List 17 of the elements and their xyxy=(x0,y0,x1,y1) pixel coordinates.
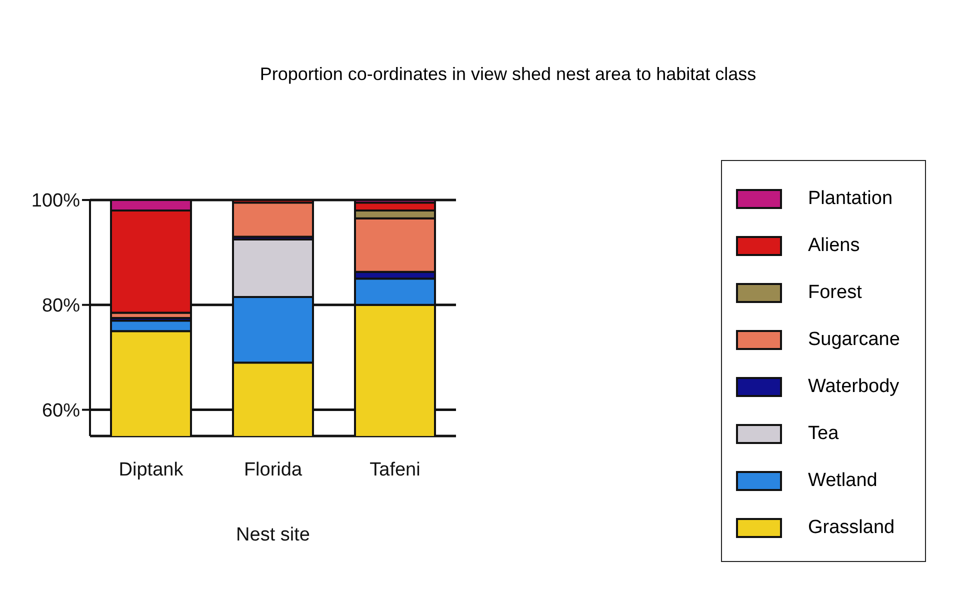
x-tick-label: Tafeni xyxy=(370,459,420,480)
x-tick-label: Florida xyxy=(244,459,302,480)
legend-label: Tea xyxy=(808,422,839,444)
legend-label: Plantation xyxy=(808,188,893,210)
legend-label: Waterbody xyxy=(808,376,900,398)
y-tick-label: 100% xyxy=(31,190,80,212)
legend-label: Grassland xyxy=(808,516,895,538)
text: Proportion co-ordinates in view shed nest area to habitat class xyxy=(258,64,758,85)
legend-label: Sugarcane xyxy=(808,328,900,350)
bar xyxy=(232,202,314,238)
legend-label: Forest xyxy=(808,282,862,304)
y-tick-label: 60% xyxy=(42,400,80,422)
x-axis-title: Nest site xyxy=(236,524,310,546)
legend-label: Aliens xyxy=(808,234,860,256)
x-tick-label: Diptank xyxy=(118,459,184,480)
y-tick-label: 80% xyxy=(42,296,80,317)
legend-label: Wetland xyxy=(808,470,878,492)
